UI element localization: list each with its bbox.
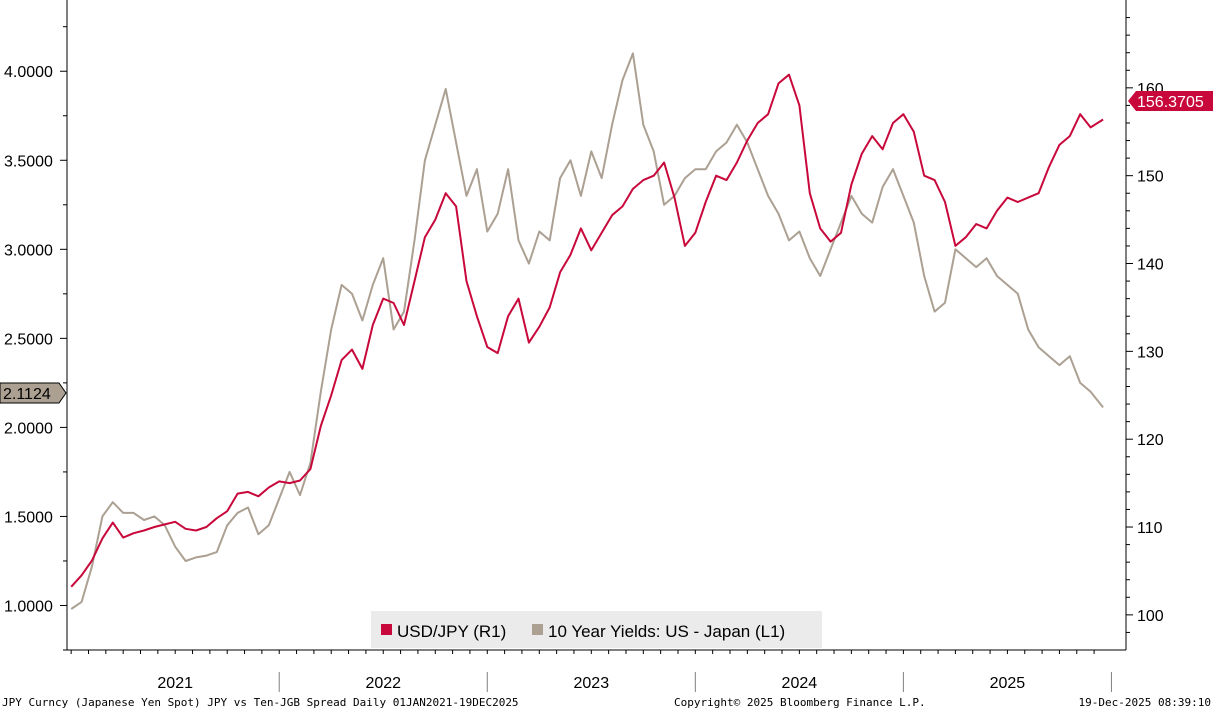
right-last-value-tag-shape bbox=[1128, 91, 1213, 111]
x-axis-ticks: 2021 2022 2023 2024 2025 bbox=[70, 650, 1112, 692]
left-tick-label: 3.5000 bbox=[4, 153, 53, 170]
right-tick-label: 150 bbox=[1137, 169, 1164, 186]
x-tick-label: 2022 bbox=[365, 675, 401, 692]
legend-label-spread: 10 Year Yields: US - Japan (L1) bbox=[548, 622, 785, 641]
left-last-value-tag: 2.1124 bbox=[0, 382, 67, 404]
right-tick-label: 130 bbox=[1137, 344, 1164, 361]
right-tick-label: 100 bbox=[1137, 608, 1164, 625]
x-tick-label: 2024 bbox=[782, 675, 818, 692]
legend-label-usdjpy: USD/JPY (R1) bbox=[397, 622, 506, 641]
x-tick-label: 2021 bbox=[157, 675, 193, 692]
right-tick-label: 140 bbox=[1137, 257, 1164, 274]
x-tick-label: 2025 bbox=[990, 675, 1026, 692]
left-tick-label: 1.5000 bbox=[4, 509, 53, 526]
series-layer bbox=[70, 52, 1104, 610]
series-line-spread bbox=[70, 52, 1104, 610]
right-last-value-tag: 156.3705 bbox=[1128, 91, 1213, 111]
right-tick-label: 120 bbox=[1137, 432, 1164, 449]
left-tick-label: 2.5000 bbox=[4, 331, 53, 348]
footer-description: JPY Curncy (Japanese Yen Spot) JPY vs Te… bbox=[2, 696, 519, 709]
legend-swatch-usdjpy bbox=[381, 624, 392, 635]
left-last-value-label: 2.1124 bbox=[3, 386, 51, 403]
left-axis-ticks: 1.0000 1.5000 2.0000 2.5000 3.0000 3.5000 4.00… bbox=[4, 26, 67, 651]
left-tick-label: 4.0000 bbox=[4, 64, 53, 81]
left-tick-label: 2.0000 bbox=[4, 420, 53, 437]
right-tick-label: 110 bbox=[1137, 520, 1163, 537]
footer-copyright: Copyright© 2025 Bloomberg Finance L.P. bbox=[674, 696, 926, 709]
legend-box bbox=[371, 611, 822, 648]
legend-swatch-spread bbox=[532, 624, 543, 635]
series-line-usdjpy bbox=[70, 73, 1104, 588]
left-tick-label: 3.0000 bbox=[4, 242, 53, 259]
right-last-value-label: 156.3705 bbox=[1137, 94, 1204, 111]
left-tick-label: 1.0000 bbox=[4, 598, 53, 615]
legend: USD/JPY (R1) 10 Year Yields: US - Japan … bbox=[371, 611, 822, 648]
left-last-value-tag-shape bbox=[0, 382, 67, 404]
footer-timestamp: 19-Dec-2025 08:39:10 bbox=[1079, 696, 1211, 709]
x-tick-label: 2023 bbox=[574, 675, 610, 692]
